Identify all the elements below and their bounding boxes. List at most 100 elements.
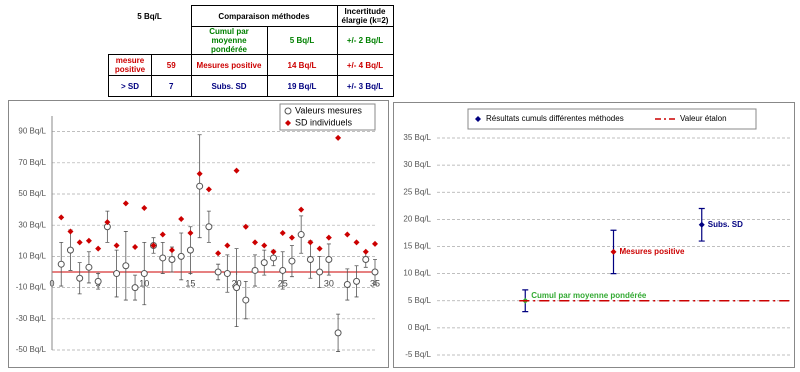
point — [122, 262, 130, 270]
point — [131, 284, 139, 292]
legend-marker — [475, 116, 481, 122]
x-tick-label: 15 — [185, 278, 195, 288]
y-tick-label: 30 Bq/L — [403, 160, 431, 169]
point — [297, 231, 305, 239]
chart-frame — [393, 102, 795, 368]
cell: Cumul par moyenne pondérée — [190, 26, 268, 55]
point — [252, 239, 259, 246]
point — [242, 223, 249, 230]
point — [233, 284, 241, 292]
y-tick-label: 30 Bq/L — [18, 220, 46, 229]
point — [168, 256, 176, 264]
point — [168, 247, 175, 254]
cell: > SD — [108, 75, 152, 97]
point — [325, 256, 333, 264]
point — [95, 245, 102, 252]
point — [58, 214, 65, 221]
point — [205, 223, 213, 231]
point — [371, 268, 379, 276]
point — [353, 277, 361, 285]
cell: Subs. SD — [190, 75, 268, 97]
legend-box — [279, 103, 376, 131]
point — [85, 237, 92, 244]
point — [610, 248, 617, 255]
point — [140, 270, 148, 278]
point — [159, 231, 166, 238]
point — [306, 256, 314, 264]
point — [85, 263, 93, 271]
point — [269, 254, 277, 262]
y-tick-label: 20 Bq/L — [403, 214, 431, 223]
point — [224, 242, 231, 249]
point — [307, 239, 314, 246]
point — [251, 266, 259, 274]
point — [76, 274, 84, 282]
point — [344, 231, 351, 238]
y-tick-label: 90 Bq/L — [18, 127, 46, 136]
y-tick-label: 10 Bq/L — [18, 252, 46, 261]
point — [141, 205, 148, 212]
legend-marker — [285, 120, 291, 126]
point — [698, 221, 705, 228]
point — [67, 228, 74, 235]
point — [150, 242, 157, 249]
point — [132, 244, 139, 251]
point — [298, 206, 305, 213]
y-tick-label: 25 Bq/L — [403, 187, 431, 196]
point — [270, 248, 277, 255]
point — [187, 230, 194, 236]
point — [104, 219, 111, 226]
cell: 5 Bq/L — [137, 11, 162, 21]
point — [260, 259, 268, 267]
point-label: Cumul par moyenne pondérée — [531, 291, 647, 300]
point — [196, 170, 203, 177]
y-tick-label: -10 Bq/L — [16, 283, 47, 292]
point — [353, 239, 360, 246]
y-tick-label: 70 Bq/L — [18, 158, 46, 167]
point — [362, 256, 370, 264]
x-tick-label: 0 — [49, 278, 54, 288]
point — [186, 246, 194, 254]
point — [113, 270, 121, 278]
cell: +/- 3 Bq/L — [336, 75, 394, 97]
y-tick-label: 15 Bq/L — [403, 242, 431, 251]
point — [178, 215, 185, 222]
legend-label: Valeur étalon — [680, 114, 727, 123]
point — [76, 239, 83, 246]
y-tick-label: 0 Bq/L — [408, 323, 432, 332]
point — [362, 248, 369, 255]
point — [288, 257, 296, 265]
method-table: 5 Bq/L Comparaison méthodes Incertitude … — [108, 5, 394, 97]
x-tick-label: 30 — [324, 278, 334, 288]
point — [242, 296, 250, 304]
point — [233, 167, 240, 174]
point — [215, 250, 222, 257]
point — [288, 234, 295, 241]
legend-marker — [284, 107, 292, 115]
point-label: Mesures positive — [620, 247, 685, 256]
point — [316, 268, 324, 276]
chart-frame — [8, 100, 389, 368]
point — [316, 245, 323, 252]
legend-label: Résultats cumuls différentes méthodes — [486, 114, 624, 123]
y-tick-label: -5 Bq/L — [405, 350, 431, 359]
y-tick-label: 50 Bq/L — [18, 189, 46, 198]
legend-label: Valeurs mesures — [295, 105, 362, 115]
point — [122, 200, 129, 207]
y-tick-label: -30 Bq/L — [16, 314, 47, 323]
point — [325, 234, 332, 241]
y-tick-label: 10 Bq/L — [403, 269, 431, 278]
point — [159, 254, 167, 262]
point — [196, 182, 204, 190]
point — [57, 260, 65, 268]
point — [223, 270, 231, 278]
point — [334, 329, 342, 337]
point — [177, 252, 185, 260]
point — [205, 186, 212, 193]
legend-box — [467, 108, 757, 130]
y-tick-label: 5 Bq/L — [408, 296, 432, 305]
legend-label: SD individuels — [295, 117, 353, 127]
point — [214, 268, 222, 276]
point — [94, 277, 102, 285]
